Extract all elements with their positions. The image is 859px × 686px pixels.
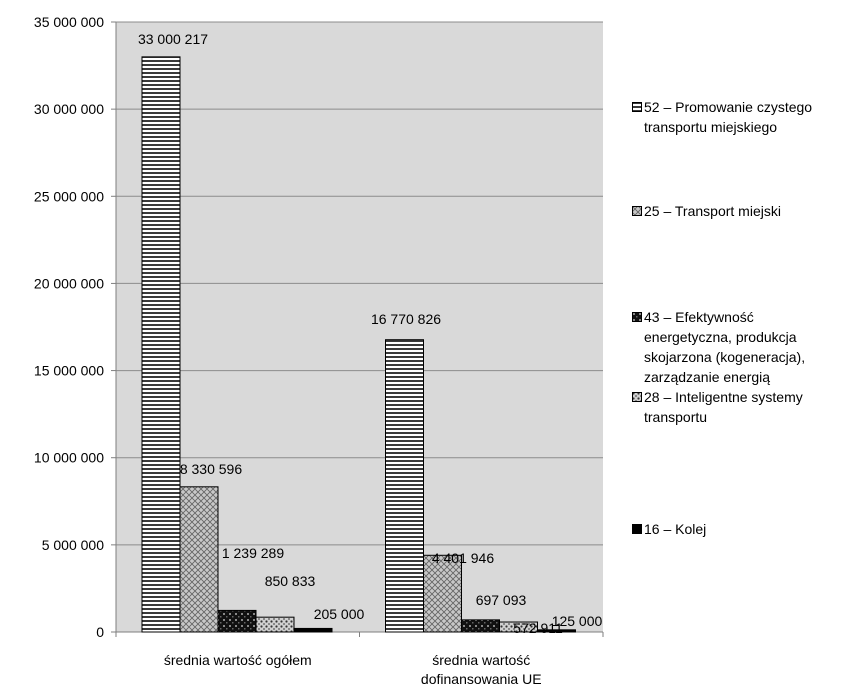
bar-chart: 0 5 000 000 10 000 000 15 000 000 20 000 000… [34, 14, 604, 686]
legend-label: 25 – Transport miejski [644, 203, 781, 219]
y-tick-label: 0 [96, 624, 104, 640]
bar-4-1 [255, 616, 295, 633]
legend-item: 43 – Efektywność energetyczna, produkcja s… [632, 307, 857, 387]
bar-3-1 [217, 609, 257, 633]
data-label: 33 000 217 [138, 31, 208, 47]
data-label: 572 911 [513, 620, 563, 636]
bar-1-1 [141, 56, 181, 633]
data-label: 4 401 946 [432, 550, 494, 566]
plot-area: 0 5 000 000 10 000 000 15 000 000 20 000 000… [34, 14, 604, 686]
legend-item: 16 – Kolej [632, 519, 857, 539]
legend-label: 52 – Promowanie czystego transportu miejs… [644, 99, 813, 135]
x-category-label: dofinansowania UE [421, 671, 542, 686]
data-label: 16 770 826 [371, 311, 441, 327]
bar-2-1 [179, 486, 219, 633]
y-tick-label: 5 000 000 [42, 537, 104, 553]
x-category-label: średnia wartość ogółem [164, 652, 312, 668]
legend-swatch [632, 312, 642, 322]
legend: 52 – Promowanie czystego transportu miejs… [632, 0, 859, 686]
bar-4-2 [499, 621, 538, 633]
y-tick-label: 15 000 000 [34, 363, 104, 379]
legend-label: 16 – Kolej [644, 521, 707, 537]
data-label: 697 093 [476, 592, 527, 608]
legend-swatch [632, 206, 642, 216]
legend-item: 52 – Promowanie czystego transportu miejs… [632, 97, 857, 137]
legend-item: 25 – Transport miejski [632, 201, 857, 221]
y-tick-label: 35 000 000 [34, 14, 104, 30]
data-label: 125 000 [552, 613, 603, 629]
bar-5-2 [537, 629, 576, 633]
y-tick-label: 25 000 000 [34, 188, 104, 204]
legend-swatch [632, 524, 642, 534]
y-tick-label: 20 000 000 [34, 275, 104, 291]
legend-label: 43 – Efektywność energetyczna, produkcja s… [644, 309, 806, 385]
data-label: 205 000 [314, 606, 365, 622]
bar-5-1 [293, 627, 333, 633]
bar-2-2 [423, 554, 462, 633]
data-label: 8 330 596 [180, 461, 242, 477]
data-label: 850 833 [265, 573, 316, 589]
bar-3-2 [461, 619, 500, 633]
bar-1-2 [385, 339, 424, 633]
legend-item: 28 – Inteligentne systemy transportu [632, 387, 857, 427]
data-label: 1 239 289 [222, 545, 284, 561]
legend-swatch [632, 392, 642, 402]
y-tick-label: 10 000 000 [34, 450, 104, 466]
legend-label: 28 – Inteligentne systemy transportu [644, 389, 803, 425]
y-tick-label: 30 000 000 [34, 101, 104, 117]
legend-swatch [632, 102, 642, 112]
x-category-label: średnia wartość [432, 652, 530, 668]
